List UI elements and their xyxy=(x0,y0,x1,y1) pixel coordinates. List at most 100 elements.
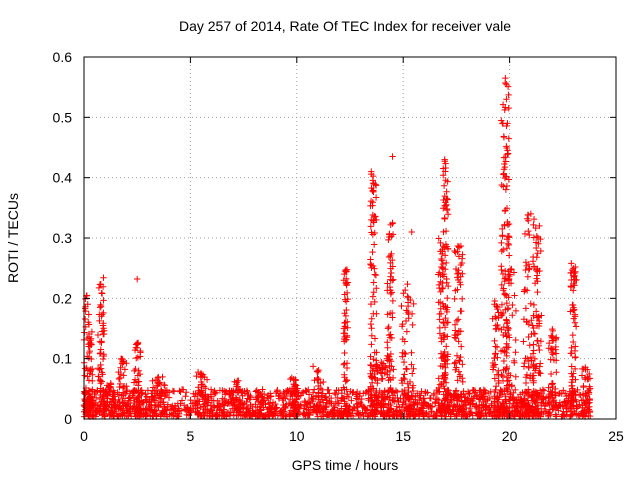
data-point xyxy=(331,389,338,397)
data-point xyxy=(511,292,518,299)
data-point xyxy=(568,382,576,389)
data-point xyxy=(408,403,415,411)
data-point xyxy=(568,370,575,377)
data-point xyxy=(367,223,375,230)
data-point xyxy=(522,379,530,387)
data-point xyxy=(546,406,554,413)
data-point xyxy=(371,409,378,416)
data-point xyxy=(442,304,450,311)
data-point xyxy=(334,399,341,407)
x-tick-label: 10 xyxy=(289,428,305,444)
data-point xyxy=(444,396,452,403)
data-point xyxy=(521,396,528,403)
data-point xyxy=(233,381,240,388)
data-point xyxy=(159,390,166,397)
data-point xyxy=(94,365,102,372)
data-point xyxy=(506,391,514,398)
data-point xyxy=(368,341,375,348)
data-point xyxy=(503,245,511,252)
data-point xyxy=(441,372,449,380)
data-point xyxy=(457,261,465,269)
data-point xyxy=(548,334,556,342)
data-point xyxy=(369,172,377,180)
data-point xyxy=(372,271,380,279)
data-point xyxy=(121,409,128,416)
data-point xyxy=(389,219,396,227)
data-point xyxy=(503,316,510,323)
data-point xyxy=(442,259,450,267)
data-point xyxy=(87,366,94,373)
data-point xyxy=(444,407,452,414)
data-point xyxy=(435,235,442,242)
data-point xyxy=(96,409,103,417)
data-point xyxy=(410,398,417,406)
data-point xyxy=(451,412,459,420)
data-point xyxy=(283,388,290,396)
data-point xyxy=(582,366,589,373)
data-point xyxy=(505,241,512,249)
data-point xyxy=(231,402,239,410)
data-point xyxy=(190,405,197,413)
data-point xyxy=(275,393,282,400)
data-point xyxy=(509,301,516,309)
data-point xyxy=(451,295,458,303)
data-point xyxy=(402,400,409,408)
data-point xyxy=(352,390,360,398)
data-point xyxy=(104,391,111,399)
data-point xyxy=(444,353,451,360)
data-point xyxy=(246,396,253,403)
data-point xyxy=(512,386,519,394)
data-point xyxy=(451,360,458,367)
data-point xyxy=(358,395,365,403)
data-point xyxy=(498,281,505,289)
data-point xyxy=(455,338,462,345)
data-point xyxy=(386,356,393,363)
data-point xyxy=(408,361,415,368)
data-point xyxy=(406,378,414,386)
data-point xyxy=(433,411,441,419)
data-point xyxy=(155,373,162,381)
data-point xyxy=(570,397,577,404)
data-point xyxy=(458,255,466,262)
data-point xyxy=(341,349,348,357)
data-point xyxy=(549,346,557,353)
data-point xyxy=(368,168,375,175)
data-point xyxy=(309,363,317,370)
data-point xyxy=(468,409,475,416)
data-point xyxy=(269,411,277,418)
data-point xyxy=(529,392,536,399)
data-point xyxy=(482,403,489,411)
data-point xyxy=(502,186,510,193)
data-point xyxy=(291,383,298,390)
data-point xyxy=(491,375,499,382)
data-point xyxy=(487,388,494,395)
data-point xyxy=(85,398,92,406)
data-point xyxy=(218,407,225,414)
data-point xyxy=(123,360,130,367)
data-point xyxy=(530,301,538,309)
data-point xyxy=(85,377,93,384)
data-point xyxy=(154,382,161,389)
data-point xyxy=(97,346,105,353)
data-point xyxy=(502,396,509,403)
data-point xyxy=(441,352,448,359)
data-point xyxy=(199,392,206,400)
data-point xyxy=(278,407,285,414)
data-point xyxy=(100,330,107,338)
data-point xyxy=(535,342,542,350)
data-point xyxy=(284,387,291,394)
data-point xyxy=(133,398,140,405)
data-point xyxy=(581,376,589,383)
data-point xyxy=(131,387,138,394)
data-point xyxy=(98,313,105,320)
data-point xyxy=(402,317,410,325)
data-point xyxy=(514,393,522,401)
data-point xyxy=(88,387,96,395)
data-point xyxy=(534,250,541,257)
data-point xyxy=(542,408,549,415)
data-point xyxy=(378,370,386,377)
data-point xyxy=(486,410,493,418)
data-point xyxy=(368,332,376,339)
data-point xyxy=(498,117,505,124)
data-point xyxy=(441,385,448,392)
